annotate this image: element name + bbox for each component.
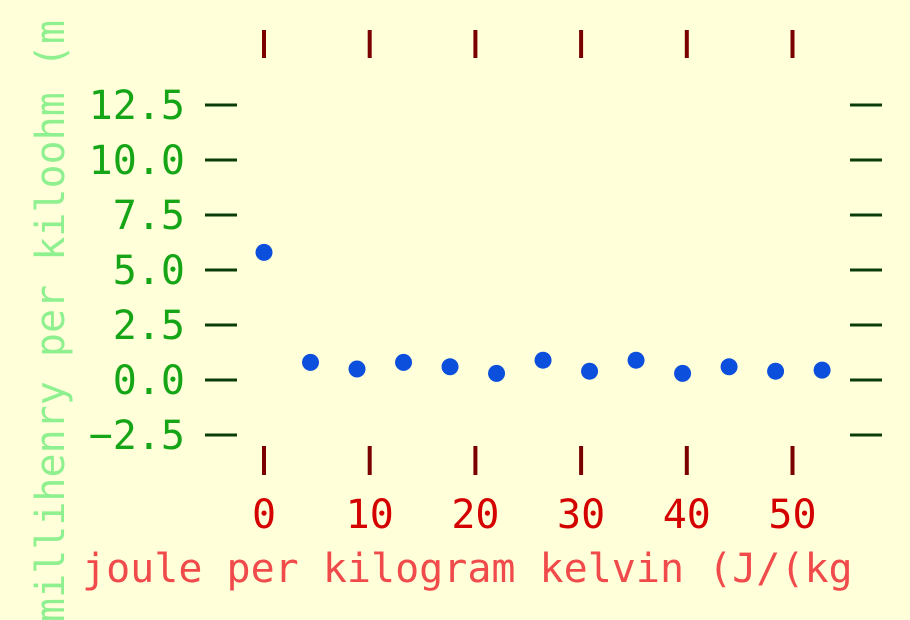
y-tick-marks-left — [205, 103, 237, 437]
data-point — [767, 362, 785, 380]
y-tick-label: 10.0 — [89, 138, 185, 184]
y-tick-label: 7.5 — [113, 193, 185, 239]
y-tick-labels: −2.5 0.0 2.5 5.0 7.5 10.0 12.5 — [89, 83, 185, 459]
data-point — [441, 358, 459, 376]
y-axis-label: millihenry per kiloohm (m — [28, 20, 74, 620]
y-tick-marks-right — [850, 103, 882, 437]
data-point — [627, 351, 645, 369]
x-tick-marks-top — [262, 30, 795, 58]
x-tick-label: 50 — [768, 492, 816, 538]
x-tick-label: 20 — [451, 492, 499, 538]
y-tick-label: 2.5 — [113, 303, 185, 349]
data-point — [488, 364, 506, 382]
data-point — [348, 360, 366, 378]
x-tick-label: 40 — [663, 492, 711, 538]
x-tick-labels: 0 10 20 30 40 50 — [252, 492, 817, 538]
x-tick-label: 30 — [557, 492, 605, 538]
data-point — [534, 351, 552, 369]
y-tick-label: −2.5 — [89, 413, 185, 459]
data-point — [813, 361, 831, 379]
x-tick-marks-bottom — [262, 446, 795, 475]
x-tick-label: 0 — [252, 492, 276, 538]
y-tick-label: 5.0 — [113, 248, 185, 294]
data-point — [255, 243, 273, 261]
data-points — [255, 243, 831, 382]
data-point — [581, 362, 599, 380]
y-tick-label: 0.0 — [113, 358, 185, 404]
x-axis-label: joule per kilogram kelvin (J/(kg — [82, 546, 853, 592]
data-point — [674, 364, 692, 382]
x-tick-label: 10 — [346, 492, 394, 538]
data-point — [395, 353, 413, 371]
y-tick-label: 12.5 — [89, 83, 185, 129]
data-point — [302, 353, 320, 371]
data-point — [720, 358, 738, 376]
